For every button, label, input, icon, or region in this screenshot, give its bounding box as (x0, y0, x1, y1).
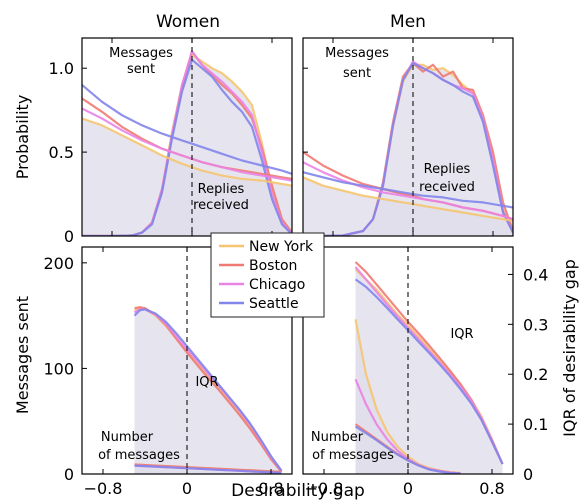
legend-label-new-york: New York (249, 239, 314, 255)
panel-women-messages: 0 100 200 −0.8 0 0.8 (43, 246, 293, 498)
annotation-women-replies-1: Replies (198, 182, 245, 197)
line-number-of-messages-seattle (354, 425, 461, 474)
legend-label-boston: Boston (249, 258, 297, 274)
line-number-of-messages-seattle (134, 464, 282, 474)
y-tick-label: 0.5 (49, 143, 74, 162)
y-tick-label: 100 (43, 359, 74, 378)
legend-label-chicago: Chicago (249, 277, 305, 293)
annotation-men-replies-2: received (419, 180, 475, 195)
legend: New York Boston Chicago Seattle (210, 232, 325, 318)
line-iqr-chicago (354, 266, 504, 465)
y-tick-label: 0.1 (523, 415, 548, 434)
annotation-men-messages-sent-1: Messages (325, 46, 389, 61)
y-tick-label: 0 (523, 465, 533, 484)
y-tick-label: 0 (64, 465, 74, 484)
area-iqr (355, 269, 503, 474)
panel-title-women: Women (156, 12, 220, 32)
x-tick-label: 0 (403, 479, 413, 498)
line-iqr-seattle (354, 278, 504, 465)
line-messages-sent-seattle (82, 58, 292, 236)
area-messages-sent (303, 64, 513, 236)
y-tick-label: 0.3 (523, 315, 548, 334)
panel-women-probability: 0 0.5 1.0 (49, 37, 293, 246)
line-messages-sent-seattle (303, 62, 513, 236)
y-tick-label: 200 (43, 254, 74, 273)
panel-title-men: Men (390, 12, 426, 32)
annotation-women-iqr: IQR (195, 375, 218, 390)
annotation-women-messages-sent-1: Messages (109, 46, 173, 61)
annotation-men-messages-sent-2: sent (343, 66, 371, 81)
legend-label-seattle: Seattle (249, 296, 299, 312)
y-tick-label: 0.2 (523, 365, 548, 384)
axes-frame (302, 37, 514, 237)
annotation-men-iqr: IQR (450, 327, 473, 342)
x-tick-label: −0.8 (305, 479, 344, 498)
line-replies-received-chicago (303, 161, 513, 221)
y-axis-label-probability: Probability (13, 95, 32, 180)
y-tick-label: 0.4 (523, 265, 548, 284)
y-axis-label-iqr: IQR of desirability gap (560, 259, 579, 437)
annotation-men-replies-1: Replies (424, 162, 471, 177)
area-number-of-messages (355, 319, 461, 474)
annotation-men-number-2: of messages (312, 448, 394, 463)
area-replies-received (303, 177, 513, 236)
annotation-women-messages-sent-2: sent (127, 62, 155, 77)
x-tick-label: −0.8 (84, 479, 123, 498)
plot-area (82, 50, 292, 236)
x-axis-label: Desirability gap (231, 481, 365, 501)
panel-men-iqr: 0 0.1 0.2 0.3 0.4 −0.8 0 0.8 (302, 246, 548, 498)
panel-men-probability (302, 37, 514, 237)
x-tick-label: 0 (182, 479, 192, 498)
annotation-women-number-1: Number (101, 430, 154, 445)
line-replies-received-seattle (82, 84, 292, 175)
annotation-women-replies-2: received (193, 198, 249, 213)
axes-frame (81, 37, 293, 237)
area-iqr (134, 308, 282, 474)
y-tick-label: 1.0 (49, 59, 74, 78)
x-tick-label: 0.8 (258, 479, 283, 498)
annotation-women-number-2: of messages (98, 448, 180, 463)
area-replies-received (82, 118, 292, 236)
plot-area (133, 306, 283, 474)
y-tick-label: 0 (64, 227, 74, 246)
y-axis-label-messages-sent: Messages sent (13, 296, 32, 414)
line-iqr-seattle (133, 308, 283, 472)
annotation-men-number-1: Number (311, 430, 364, 445)
x-tick-label: 0.8 (479, 479, 504, 498)
plot-area (354, 261, 504, 474)
plot-area (303, 60, 513, 236)
